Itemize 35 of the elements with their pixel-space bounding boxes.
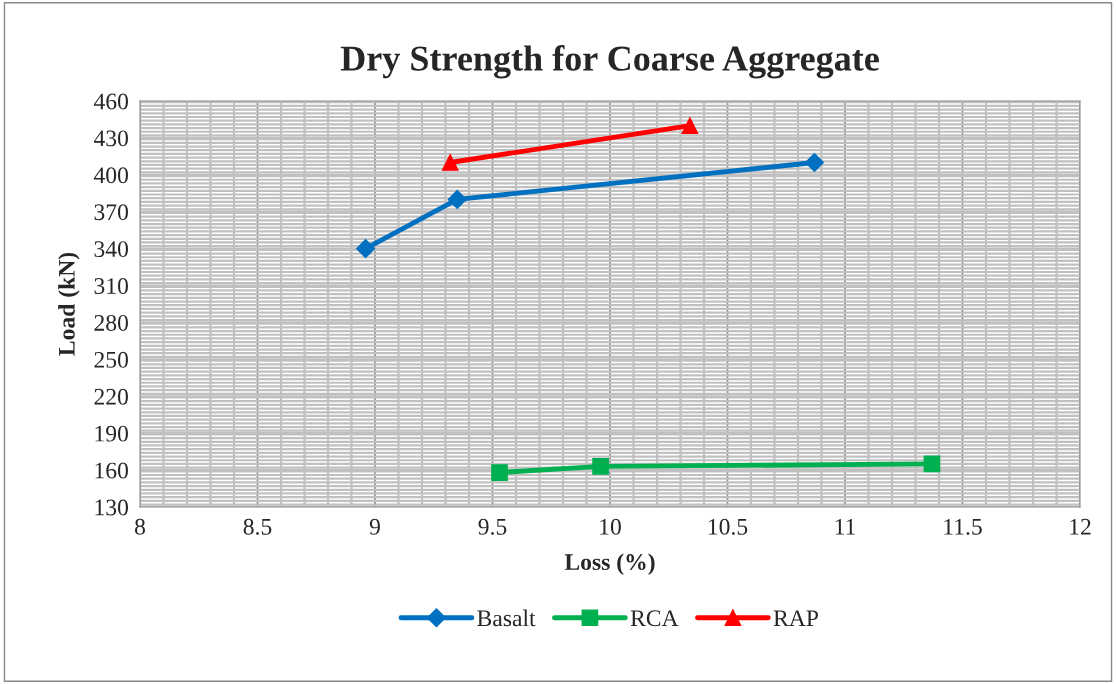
- point: [441, 154, 459, 171]
- point: [923, 455, 941, 473]
- y-tick-label: 130: [95, 499, 128, 516]
- y-tick-label: 280: [94, 314, 128, 331]
- y-tick-label: 250: [94, 351, 128, 368]
- x-tick-label: 9: [369, 518, 380, 535]
- point: [491, 464, 508, 481]
- x-tick-label: 8.5: [243, 518, 272, 535]
- y-tick-label: 340: [94, 241, 128, 258]
- x-tick-label: 10.5: [708, 518, 748, 535]
- x-tick-label: 9.5: [478, 518, 507, 535]
- x-axis-title: Loss (%): [564, 553, 655, 575]
- point: [804, 152, 824, 173]
- chart-title: Dry Strength for Coarse Aggregate: [340, 45, 879, 79]
- point: [681, 117, 699, 134]
- point: [447, 189, 467, 209]
- point: [592, 458, 609, 475]
- x-tick-label: 8: [135, 518, 145, 535]
- legend-label: RCA: [630, 610, 679, 627]
- legend-label: Basalt: [477, 609, 536, 627]
- y-tick-label: 220: [94, 388, 128, 405]
- y-axis-title: Load (kN): [58, 252, 80, 356]
- x-tick-label: 11: [835, 518, 855, 535]
- y-tick-label: 310: [94, 278, 128, 294]
- point: [356, 239, 376, 259]
- y-tick-label: 460: [93, 93, 128, 110]
- legend-label: RAP: [773, 610, 819, 626]
- x-tick-label: 11.5: [944, 518, 982, 535]
- y-tick-label: 190: [95, 425, 128, 442]
- y-tick-label: 160: [95, 462, 128, 479]
- y-tick-label: 370: [94, 204, 128, 221]
- x-tick-label: 10: [600, 518, 621, 535]
- y-tick-label: 430: [93, 130, 128, 147]
- x-tick-label: 12: [1070, 518, 1091, 535]
- y-tick-label: 400: [93, 167, 128, 184]
